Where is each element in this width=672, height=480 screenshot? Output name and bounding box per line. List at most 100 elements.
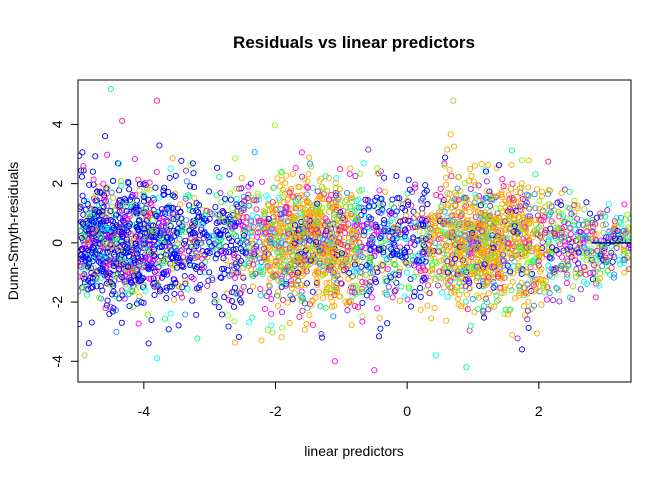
- scatter-point: [359, 278, 366, 286]
- scatter-point: [474, 221, 481, 228]
- scatter-point: [622, 233, 629, 240]
- scatter-point: [518, 157, 526, 164]
- scatter-point: [495, 162, 502, 169]
- scatter-point: [275, 234, 282, 241]
- scatter-point: [116, 160, 123, 167]
- scatter-point: [377, 168, 385, 175]
- scatter-point: [432, 352, 439, 359]
- scatter-point: [315, 289, 322, 296]
- scatter-point: [523, 199, 530, 206]
- scatter-point: [367, 255, 374, 262]
- scatter-point: [226, 249, 233, 256]
- scatter-point: [531, 288, 538, 295]
- scatter-point: [518, 184, 525, 191]
- scatter-point: [84, 223, 91, 230]
- scatter-point: [194, 219, 201, 227]
- scatter-point: [219, 311, 226, 318]
- scatter-point: [185, 192, 192, 199]
- scatter-point: [222, 195, 229, 202]
- scatter-point: [278, 334, 285, 341]
- scatter-point: [81, 279, 88, 286]
- scatter-point: [620, 247, 627, 255]
- scatter-point: [198, 226, 205, 233]
- scatter-point: [110, 262, 117, 270]
- scatter-point: [167, 310, 174, 317]
- scatter-point: [590, 225, 597, 232]
- scatter-point: [486, 263, 493, 270]
- scatter-point: [469, 230, 476, 237]
- scatter-point: [405, 201, 412, 208]
- scatter-point: [368, 254, 375, 261]
- scatter-point: [407, 275, 414, 283]
- scatter-point: [166, 247, 173, 254]
- scatter-point: [147, 275, 154, 282]
- scatter-point: [506, 209, 513, 217]
- scatter-point: [232, 246, 240, 253]
- scatter-point: [556, 298, 563, 305]
- scatter-point: [160, 269, 168, 276]
- scatter-point: [502, 274, 509, 281]
- scatter-point: [538, 277, 545, 284]
- scatter-point: [116, 228, 123, 235]
- scatter-point: [506, 212, 513, 219]
- scatter-point: [201, 212, 209, 219]
- scatter-point: [384, 266, 391, 273]
- scatter-point: [376, 314, 383, 322]
- scatter-point: [196, 240, 203, 247]
- scatter-point: [503, 183, 510, 190]
- scatter-point: [114, 271, 121, 279]
- plot-frame: [77, 79, 632, 383]
- scatter-point: [324, 218, 331, 225]
- scatter-point: [403, 260, 410, 267]
- scatter-point: [545, 200, 552, 208]
- scatter-point: [271, 122, 278, 129]
- scatter-point: [84, 241, 91, 249]
- scatter-point: [482, 282, 489, 289]
- scatter-point: [80, 197, 88, 204]
- scatter-point: [509, 180, 516, 187]
- scatter-point: [553, 247, 560, 254]
- scatter-point: [187, 254, 194, 261]
- scatter-point: [348, 250, 355, 257]
- scatter-point: [270, 218, 277, 225]
- scatter-point: [393, 279, 400, 286]
- scatter-point: [598, 255, 606, 262]
- scatter-point: [375, 246, 382, 253]
- scatter-point: [105, 197, 112, 204]
- scatter-point: [507, 235, 514, 242]
- scatter-point: [446, 229, 454, 236]
- scatter-point: [240, 206, 247, 213]
- scatter-point: [320, 185, 327, 192]
- scatter-point: [353, 265, 360, 272]
- scatter-point: [111, 212, 118, 219]
- scatter-point: [545, 262, 552, 269]
- scatter-point: [110, 305, 117, 312]
- scatter-point: [594, 247, 601, 254]
- scatter-point: [93, 236, 100, 244]
- scatter-point: [265, 244, 272, 251]
- scatter-point: [304, 199, 311, 206]
- scatter-point: [397, 218, 404, 225]
- scatter-point: [390, 270, 397, 277]
- scatter-point: [158, 274, 165, 281]
- scatter-point: [254, 269, 261, 276]
- scatter-point: [89, 284, 96, 291]
- scatter-point: [269, 199, 276, 206]
- scatter-point: [545, 207, 552, 214]
- scatter-point: [268, 310, 275, 317]
- scatter-point: [574, 205, 581, 212]
- scatter-point: [292, 205, 299, 212]
- scatter-point: [608, 264, 615, 271]
- scatter-point: [260, 219, 267, 226]
- scatter-point: [103, 302, 110, 309]
- scatter-point: [383, 255, 390, 262]
- scatter-point: [413, 212, 420, 219]
- scatter-point: [353, 198, 360, 205]
- scatter-point: [472, 182, 479, 189]
- scatter-point: [437, 234, 444, 241]
- scatter-point: [276, 196, 284, 203]
- scatter-point: [364, 286, 371, 293]
- scatter-point: [91, 253, 98, 260]
- scatter-point: [538, 233, 545, 240]
- scatter-point: [355, 196, 362, 203]
